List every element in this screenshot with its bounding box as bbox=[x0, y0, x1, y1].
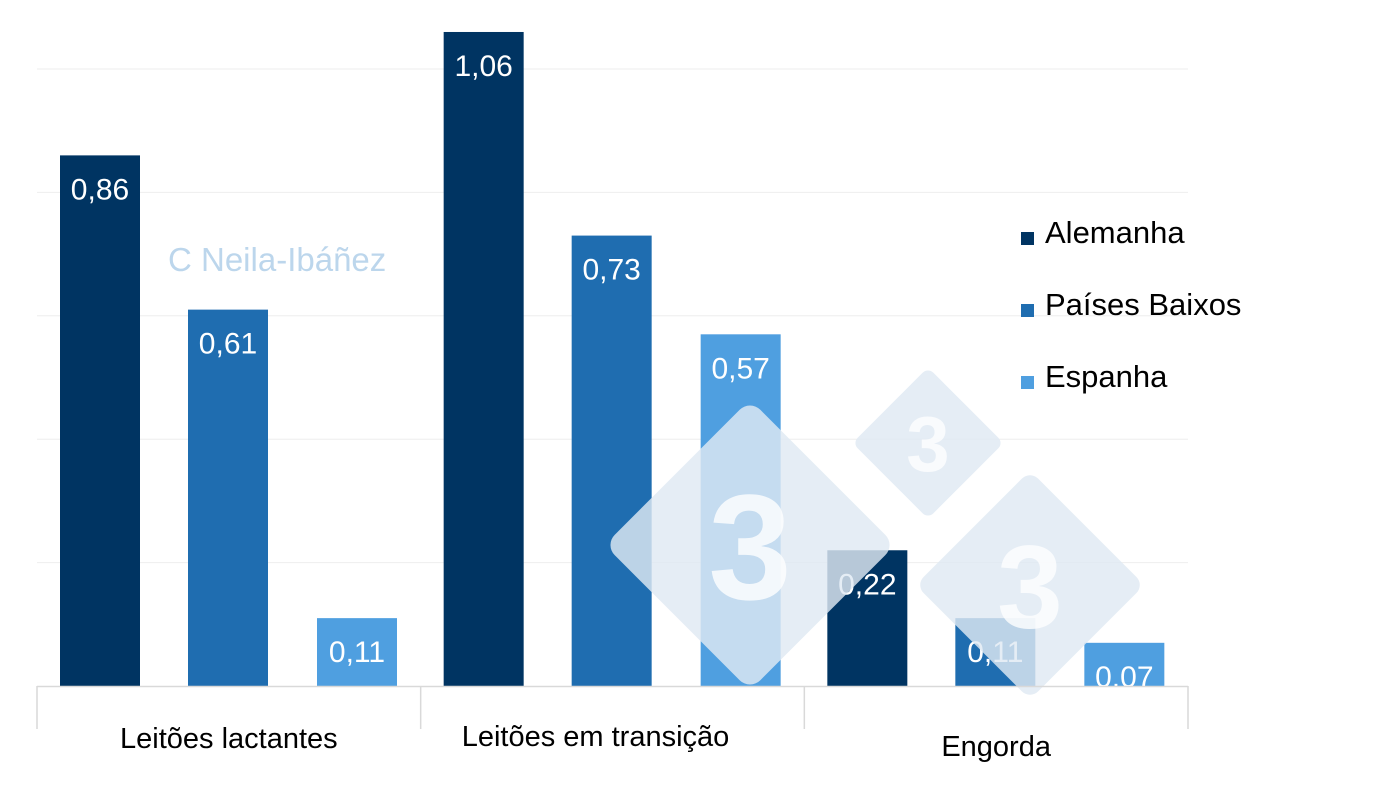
data-label: 0,57 bbox=[711, 352, 769, 385]
bar bbox=[317, 618, 397, 686]
logo-number: 3 bbox=[906, 400, 949, 488]
logo-number: 3 bbox=[708, 463, 791, 631]
data-label: 0,11 bbox=[329, 636, 385, 669]
category-label: Engorda bbox=[941, 731, 1052, 763]
data-label: 0,86 bbox=[71, 173, 129, 206]
logo-diamond bbox=[920, 475, 1140, 695]
legend-swatch bbox=[1021, 376, 1034, 389]
bar bbox=[571, 235, 652, 686]
bar bbox=[1084, 642, 1165, 686]
legend-label: Alemanha bbox=[1045, 215, 1185, 250]
category-label: Leitões em transição bbox=[462, 721, 730, 753]
bar bbox=[60, 155, 140, 686]
x-axis: Leitões lactantes Leitões em transição Eng… bbox=[36, 685, 1189, 763]
logo-diamond bbox=[855, 370, 1001, 516]
data-label: 0,73 bbox=[582, 254, 640, 287]
logo-diamond bbox=[610, 405, 890, 685]
watermark-text: C Neila-Ibáñez bbox=[168, 241, 386, 278]
data-label: 0,61 bbox=[199, 328, 257, 361]
legend-swatch bbox=[1021, 232, 1034, 245]
legend-label: Espanha bbox=[1045, 359, 1168, 394]
bar bbox=[188, 309, 268, 686]
legend-label: Países Baixos bbox=[1045, 287, 1241, 322]
bar bbox=[443, 31, 524, 687]
logo-number: 3 bbox=[997, 521, 1063, 653]
category-label: Leitões lactantes bbox=[120, 723, 338, 755]
watermark-logos: 333 bbox=[610, 370, 1140, 695]
legend-swatch bbox=[1021, 304, 1034, 317]
data-label: 0,07 bbox=[1095, 661, 1153, 694]
legend: Alemanha Países Baixos Espanha bbox=[1021, 215, 1241, 394]
data-label: 1,06 bbox=[454, 50, 512, 83]
